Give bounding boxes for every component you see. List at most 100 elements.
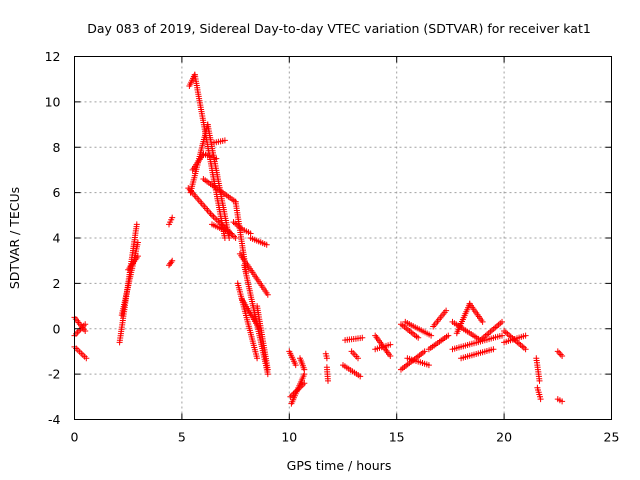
plus-markers [209,221,235,237]
x-tick-label: 10 [281,430,297,445]
data-series-segment [125,253,141,273]
plus-markers [185,185,215,219]
plus-markers [286,348,299,369]
x-axis-label: GPS time / hours [287,458,392,473]
plus-markers [297,355,308,373]
plus-markers [449,332,505,353]
x-tick-label: 5 [178,430,186,445]
plus-markers [533,355,543,384]
data-series-segment [449,332,505,353]
x-tick-label: 25 [604,430,620,445]
y-tick-label: 10 [45,94,61,109]
plus-markers [189,151,207,173]
data-series-segment [200,151,220,162]
plus-markers [466,300,486,325]
data-series-segment [534,384,544,403]
plus-markers [404,355,432,369]
plus-markers [125,253,141,273]
grid [74,56,612,420]
y-tick-label: 12 [45,49,61,64]
y-tick-label: 6 [53,185,61,200]
data-series-segment [286,348,299,369]
data-series-segment [239,225,254,237]
data-series-segment [211,137,228,146]
data-series-segment [458,346,497,362]
data-points [71,71,566,407]
plus-markers [322,350,330,362]
plus-markers [348,348,361,362]
data-series-segment [398,321,422,341]
plus-markers [477,318,505,344]
data-series-segment [118,239,141,319]
plus-markers [342,334,366,344]
data-series-segment [189,151,207,173]
plus-markers [554,348,566,359]
data-series-segment [297,355,308,373]
data-series-segment [185,185,215,219]
plus-markers [239,296,263,332]
data-series-segment [166,257,176,269]
plus-markers [398,321,422,341]
data-series-segment [209,221,235,237]
plus-markers [239,225,254,237]
plus-markers [501,332,529,346]
chart-title: Day 083 of 2019, Sidereal Day-to-day VTE… [87,21,591,36]
plus-markers [247,235,270,248]
y-axis-label: SDTVAR / TECUs [7,187,22,289]
x-tick-label: 20 [496,430,512,445]
data-series-segment [322,350,330,362]
data-series-segment [342,334,366,344]
data-series-segment [200,176,239,205]
plus-markers [458,346,497,362]
data-series-segment [404,355,432,369]
data-series-segment [466,300,486,325]
data-series-segment [372,341,394,353]
data-series-segment [477,318,505,344]
data-series-segment [236,250,271,298]
y-tick-label: -2 [48,367,60,382]
plus-markers [200,151,220,162]
data-series-segment [449,318,484,344]
plus-markers [166,214,176,228]
data-series-segment [340,362,364,380]
y-tick-label: 8 [53,140,61,155]
plus-markers [554,396,566,405]
y-tick-label: 0 [53,321,61,336]
plus-markers [200,176,239,205]
data-series-segment [239,296,263,332]
y-tick-label: -4 [48,412,61,427]
data-series-segment [288,371,308,407]
data-series-segment [554,348,566,359]
data-series-segment [247,235,270,248]
plus-markers [254,303,271,373]
data-series-segment [166,214,176,228]
plus-markers [425,332,452,353]
x-tick-label: 15 [389,430,405,445]
data-series-segment [323,364,331,384]
data-series-segment [554,396,566,405]
plus-markers [236,250,271,298]
axis-ticks: 0 5 10 15 20 25 -4 -2 0 2 4 6 8 10 12 [45,49,620,445]
x-tick-label: 0 [71,430,79,445]
plus-markers [430,307,450,330]
plus-markers [402,318,435,339]
y-tick-label: 2 [53,276,61,291]
plus-markers [166,257,176,269]
data-series-segment [402,318,435,339]
data-series-segment [348,348,361,362]
data-series-segment [501,332,529,346]
plus-markers [118,239,141,319]
data-series-segment [430,307,450,330]
y-tick-label: 4 [53,231,61,246]
plus-markers [340,362,364,380]
plus-markers [323,364,331,384]
plus-markers [449,318,484,344]
plus-markers [288,371,308,407]
plus-markers [534,384,544,403]
data-series-segment [425,332,452,353]
plus-markers [211,137,228,146]
plus-markers [372,341,394,353]
data-series-segment [254,303,271,373]
data-series-segment [533,355,543,384]
